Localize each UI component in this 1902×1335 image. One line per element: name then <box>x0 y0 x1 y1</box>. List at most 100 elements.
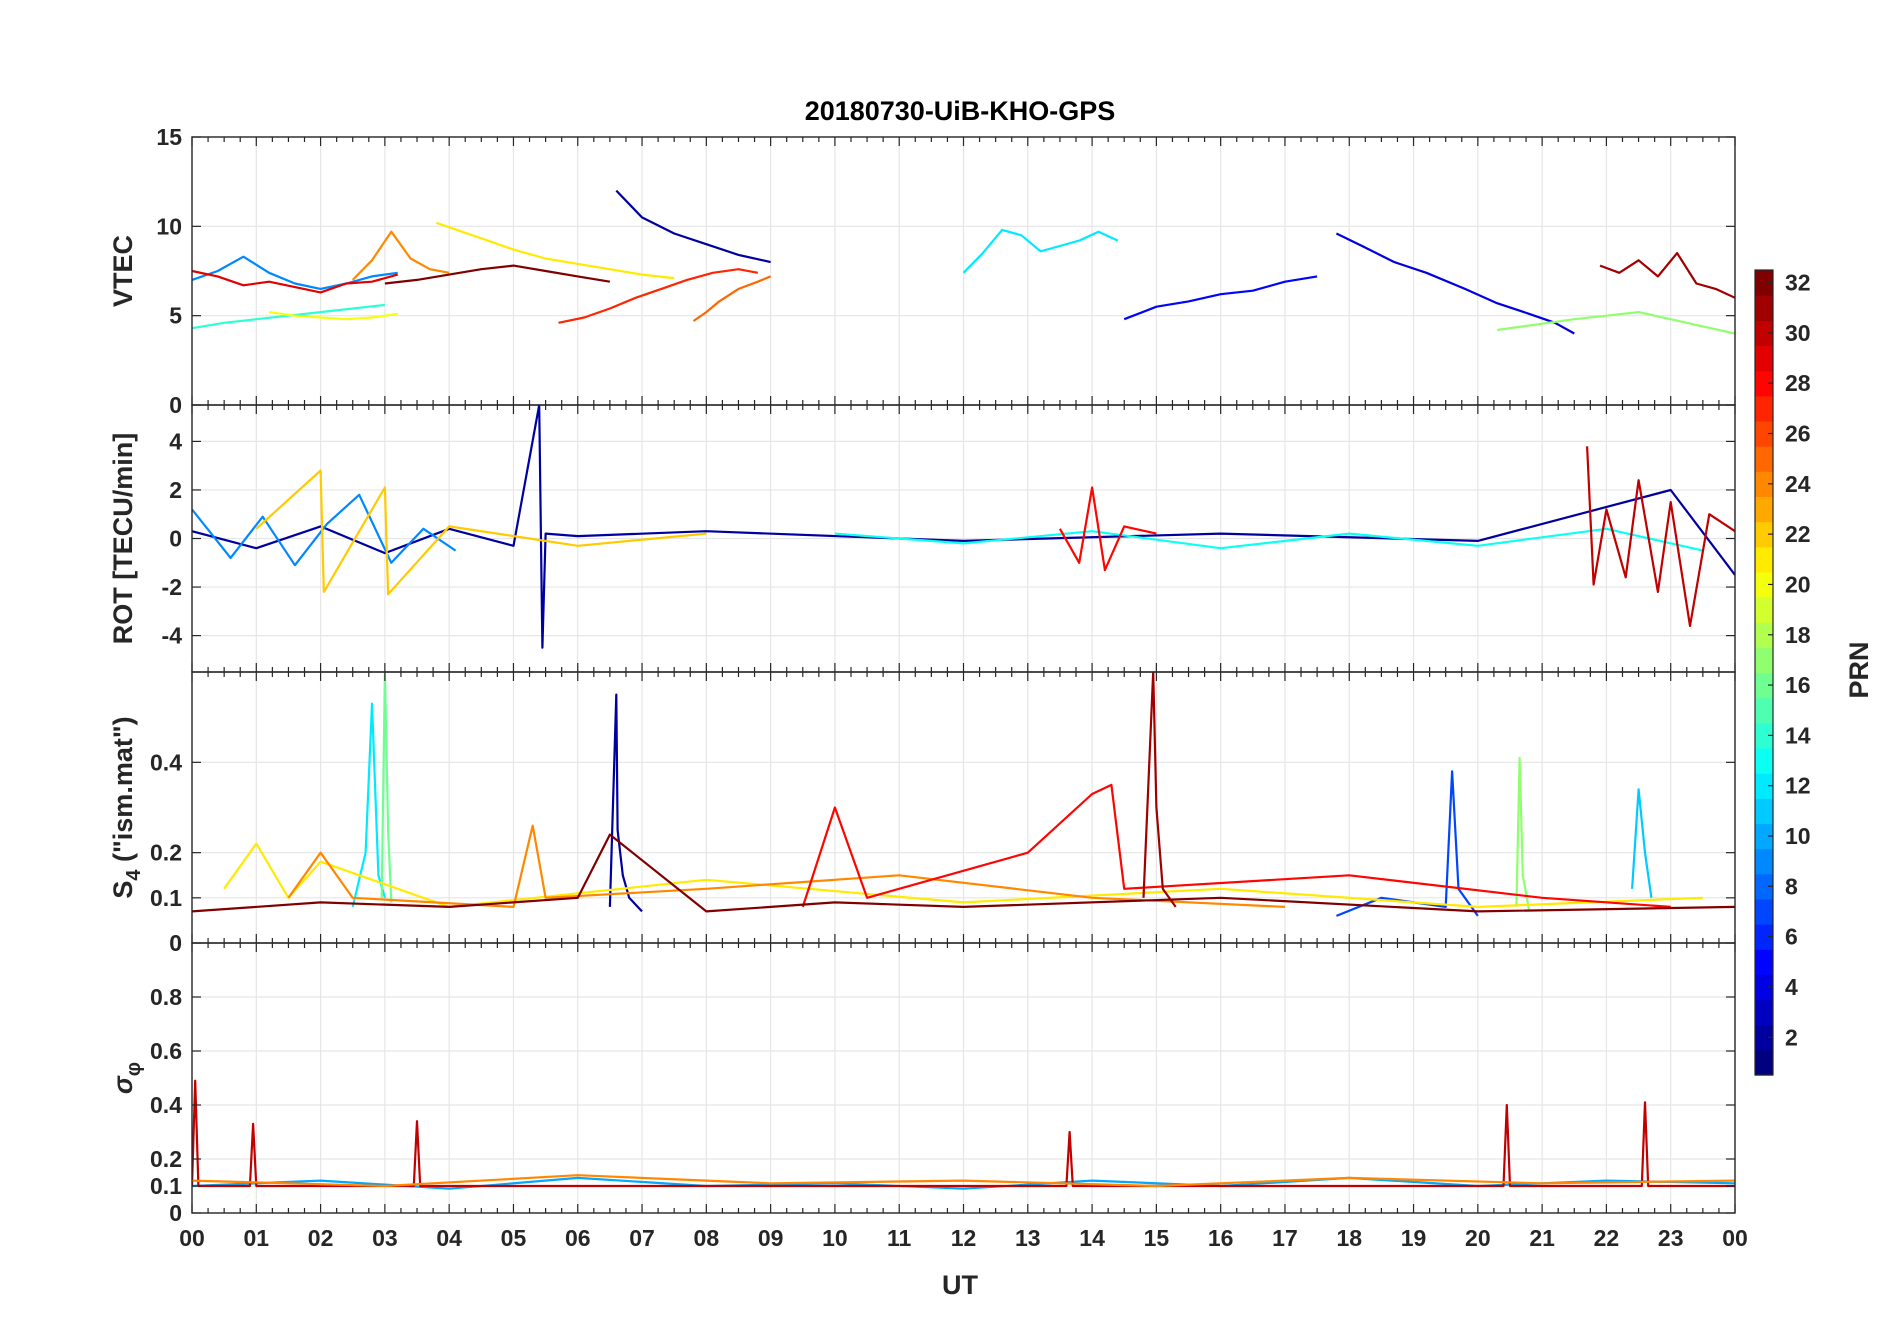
x-tick-label: 23 <box>1658 1225 1684 1251</box>
series-line-prn-27 <box>558 268 759 324</box>
series-line-prn-20 <box>268 311 398 321</box>
series-line-prn-21 <box>435 221 675 280</box>
x-tick-label: 17 <box>1272 1225 1298 1251</box>
x-tick-label: 15 <box>1144 1225 1170 1251</box>
y-tick-label: 4 <box>169 428 182 454</box>
colorbar-segment <box>1755 270 1773 296</box>
series-line-prn-2 <box>192 405 1735 649</box>
series-group <box>192 405 1735 649</box>
x-tick-label: 08 <box>694 1225 720 1251</box>
y-axis-label: ROT [TECU/min] <box>108 433 138 644</box>
x-tick-label: 00 <box>1722 1225 1748 1251</box>
series-line-prn-9 <box>192 493 457 567</box>
x-tick-label: 12 <box>951 1225 977 1251</box>
x-tick-label: 07 <box>629 1225 655 1251</box>
colorbar-segment <box>1755 722 1773 749</box>
chart-title: 20180730-UiB-KHO-GPS <box>805 96 1116 126</box>
colorbar-tick-label: 26 <box>1785 421 1811 447</box>
y-tick-label: 15 <box>156 124 182 150</box>
colorbar-tick-label: 24 <box>1785 471 1811 497</box>
series-line-prn-22 <box>255 469 707 596</box>
colorbar-segment <box>1755 395 1773 422</box>
colorbar-segment <box>1755 848 1773 875</box>
series-line-prn-24 <box>192 1174 1735 1188</box>
colorbar-segment <box>1755 320 1773 347</box>
series-line-prn-30 <box>192 1079 1735 1188</box>
series-line-prn-4 <box>1335 232 1575 335</box>
y-tick-label: 0.2 <box>150 1146 182 1172</box>
series-line-prn-25 <box>692 275 772 322</box>
y-tick-label: 0.1 <box>150 1173 182 1199</box>
colorbar-segment <box>1755 546 1773 573</box>
series-line-prn-9 <box>192 255 398 290</box>
panel-vtec: 0 5 10 15 VTEC <box>108 124 1736 418</box>
colorbar-segment <box>1755 672 1773 699</box>
series-line-prn-7 <box>1335 770 1479 917</box>
series-line-prn-11 <box>1631 788 1653 898</box>
y-tick-label: 10 <box>156 213 182 239</box>
x-tick-label: 20 <box>1465 1225 1491 1251</box>
series-line-prn-12 <box>351 702 386 908</box>
y-tick-label: 5 <box>169 303 182 329</box>
series-line-prn-28 <box>801 783 1671 908</box>
colorbar-segment <box>1755 1024 1773 1051</box>
series-group <box>192 189 1735 335</box>
y-tick-label: 0 <box>169 1200 182 1226</box>
series-line-prn-32 <box>192 833 1735 913</box>
x-tick-label: 10 <box>822 1225 848 1251</box>
y-tick-label: 0.4 <box>150 749 182 775</box>
colorbar-segment <box>1755 873 1773 900</box>
series-line-prn-2 <box>615 189 771 264</box>
y-tick-label: -2 <box>162 574 182 600</box>
colorbar-segment <box>1755 974 1773 1001</box>
y-tick-label: -4 <box>162 623 183 649</box>
y-tick-label: 0.2 <box>150 840 182 866</box>
colorbar-tick-label: 30 <box>1785 320 1811 346</box>
y-axis-label: σφ <box>108 1062 145 1094</box>
series-line-prn-31 <box>1142 672 1177 908</box>
series-line-prn-13 <box>834 527 1704 552</box>
x-axis-label: UT <box>942 1270 978 1300</box>
colorbar-segment <box>1755 647 1773 674</box>
series-line-prn-21 <box>223 842 1703 909</box>
series-line-prn-32 <box>384 264 611 285</box>
colorbar-tick-label: 32 <box>1785 270 1811 296</box>
series-line-prn-31 <box>1599 252 1735 299</box>
series-group <box>192 672 1735 917</box>
x-tick-label: 22 <box>1594 1225 1620 1251</box>
y-axis-label: VTEC <box>108 235 138 307</box>
colorbar-segment <box>1755 295 1773 321</box>
y-tick-label: 2 <box>169 477 182 503</box>
colorbar-segment <box>1755 747 1773 774</box>
colorbar-frame <box>1754 269 1774 1076</box>
x-tick-label: 05 <box>501 1225 527 1251</box>
panel-sigma_phi: 00.10.2 0.4 0.6 0.8 σφ 00 01 02 03 04 05 06 07 08 09 10… <box>108 942 1748 1251</box>
y-tick-label: 0 <box>169 930 182 956</box>
colorbar-segment <box>1755 773 1773 799</box>
colorbar-segment <box>1755 1049 1773 1076</box>
series-line-prn-14 <box>192 303 386 330</box>
series-line-prn-30 <box>1586 446 1735 628</box>
series-line-prn-17 <box>1515 756 1531 912</box>
colorbar-tick-label: 2 <box>1785 1024 1798 1050</box>
colorbar-tick-label: 28 <box>1785 370 1811 396</box>
colorbar-tick-label: 12 <box>1785 773 1811 799</box>
colorbar-tick-label: 14 <box>1785 722 1811 748</box>
panel-s4: 0 0.1 0.2 0.4S4 ("ism.mat") <box>108 671 1736 956</box>
colorbar-tick-label: 16 <box>1785 672 1811 698</box>
series-line-prn-16 <box>380 672 393 903</box>
x-tick-label: 06 <box>565 1225 591 1251</box>
colorbar-segment <box>1755 446 1773 472</box>
y-axis-label: S4 ("ism.mat") <box>108 716 145 898</box>
series-line-prn-24 <box>287 824 1286 909</box>
colorbar-segment <box>1755 420 1773 447</box>
colorbar-tick-label: 20 <box>1785 571 1811 597</box>
colorbar-tick-label: 4 <box>1785 974 1798 1000</box>
x-tick-label: 04 <box>436 1225 462 1251</box>
colorbar-label: PRN <box>1844 641 1874 698</box>
colorbar-segment <box>1755 471 1773 498</box>
colorbar-segment <box>1755 798 1773 825</box>
x-tick-label: 14 <box>1079 1225 1105 1251</box>
